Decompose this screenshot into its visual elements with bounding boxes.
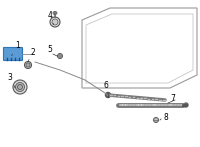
Text: 7: 7 xyxy=(170,93,175,102)
Text: 2: 2 xyxy=(30,48,35,57)
Ellipse shape xyxy=(52,19,58,25)
Text: 6: 6 xyxy=(104,81,108,90)
Ellipse shape xyxy=(18,85,23,90)
Ellipse shape xyxy=(16,82,25,91)
Ellipse shape xyxy=(184,103,188,107)
Ellipse shape xyxy=(50,17,60,27)
Ellipse shape xyxy=(26,63,30,67)
FancyBboxPatch shape xyxy=(4,47,23,61)
Text: 8: 8 xyxy=(163,113,168,122)
Ellipse shape xyxy=(25,61,32,69)
Ellipse shape xyxy=(13,80,27,94)
Ellipse shape xyxy=(106,92,111,97)
Text: 1: 1 xyxy=(15,41,20,50)
Text: 3: 3 xyxy=(8,73,12,82)
Ellipse shape xyxy=(53,11,57,15)
Ellipse shape xyxy=(58,54,63,59)
Ellipse shape xyxy=(59,55,61,57)
Text: 4: 4 xyxy=(48,11,52,20)
Text: 5: 5 xyxy=(48,45,52,54)
